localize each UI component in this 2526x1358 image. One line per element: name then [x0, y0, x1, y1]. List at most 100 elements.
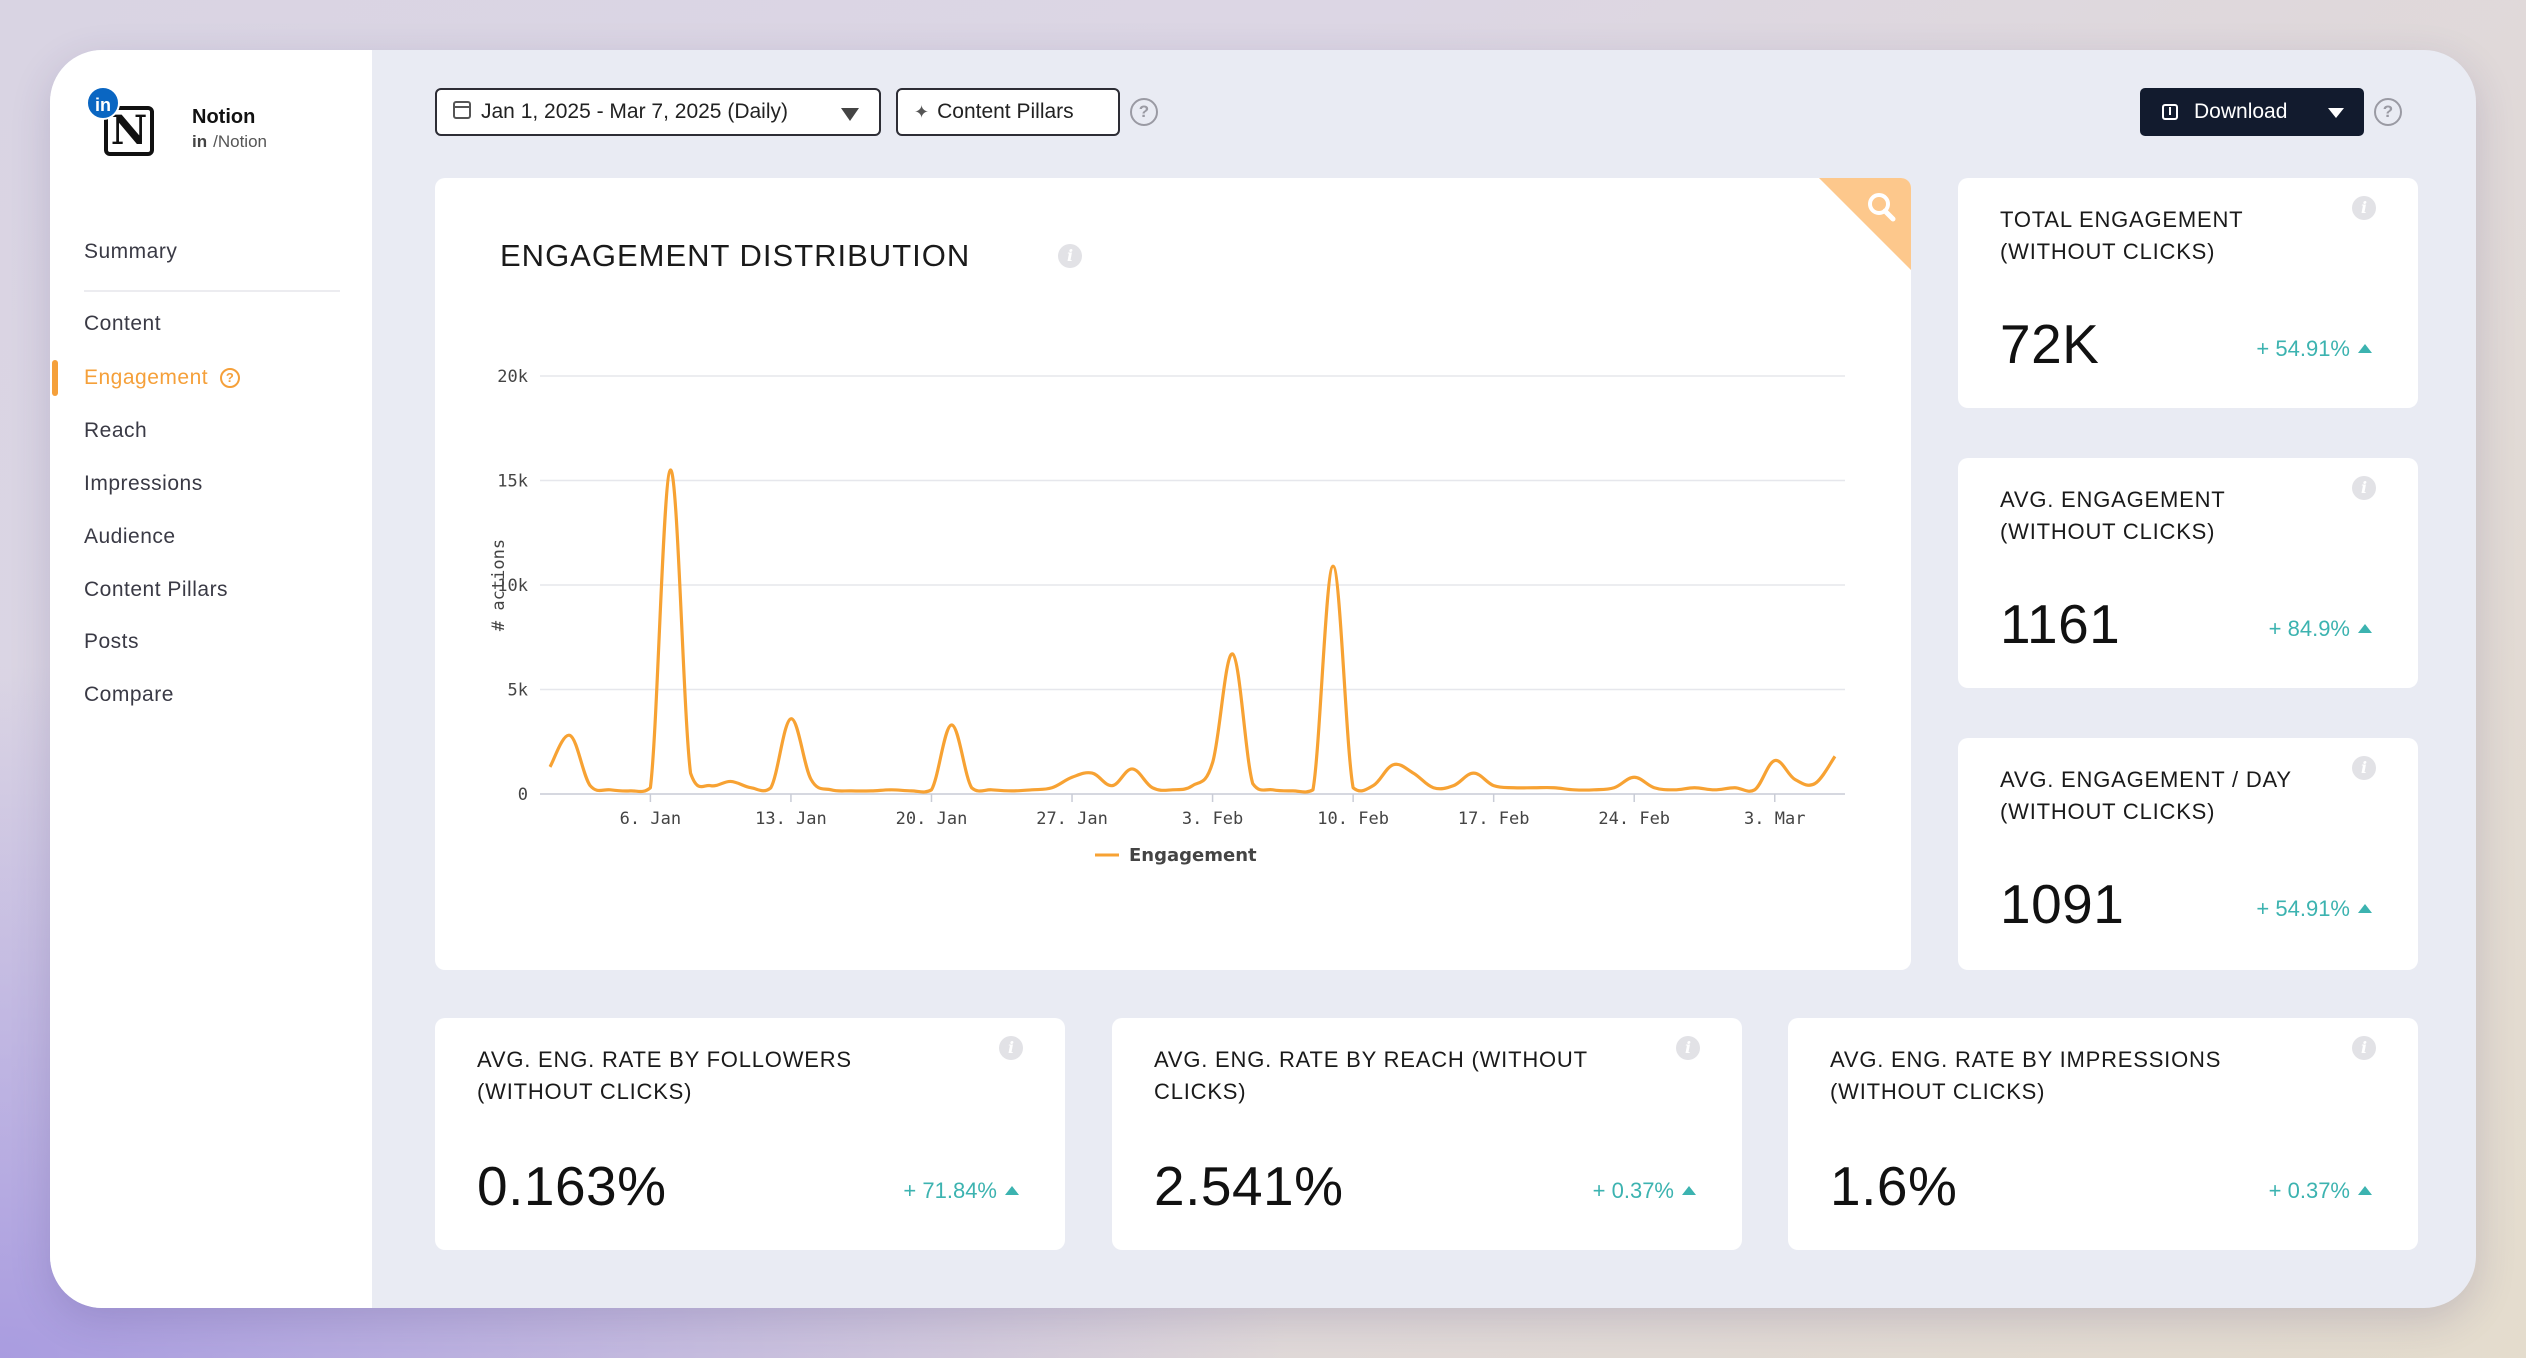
sidebar-item-summary[interactable]: Summary: [84, 232, 177, 272]
stat-change-text: + 54.91%: [2256, 896, 2350, 921]
sidebar-item-engagement[interactable]: Engagement?: [84, 358, 241, 398]
download-icon: [2162, 104, 2178, 120]
sidebar: N in Notion in/Notion Summary Content En…: [50, 50, 372, 1308]
stat-change-text: + 0.37%: [1592, 1178, 1674, 1203]
stat-value: 2.541%: [1154, 1155, 1344, 1217]
download-button[interactable]: Download: [2140, 88, 2364, 136]
y-tick-label: 15k: [497, 472, 528, 492]
stat-value: 0.163%: [477, 1155, 667, 1217]
stat-title: AVG. ENG. RATE BY IMPRESSIONS (WITHOUT C…: [1830, 1047, 2222, 1104]
sidebar-item-label: Reach: [84, 419, 148, 442]
toolbar-help-icon[interactable]: ?: [1130, 98, 1158, 126]
engagement-series-line: [548, 468, 1837, 794]
stat-value: 1091: [2000, 873, 2125, 935]
sidebar-item-label: Impressions: [84, 472, 203, 495]
content-pillars-label: Content Pillars: [937, 100, 1074, 123]
engagement-line-chart: 0 5k 10k 15k 20k # actions 6. Jan 13. Jan 20. Ja…: [489, 367, 1845, 866]
app-window: N in Notion in/Notion Summary Content En…: [50, 50, 2476, 1308]
sidebar-item-label: Audience: [84, 525, 176, 548]
sidebar-item-label: Engagement: [84, 366, 209, 389]
info-icon[interactable]: i: [1676, 1036, 1700, 1060]
x-tick-label: 10. Feb: [1317, 809, 1389, 829]
nav-divider: [84, 290, 340, 292]
active-indicator: [52, 360, 58, 396]
chart-info-icon[interactable]: i: [1058, 244, 1082, 268]
stat-change: + 54.91%: [2256, 336, 2372, 362]
corner-tag: [1819, 178, 1911, 270]
linkedin-badge-icon: in: [86, 86, 120, 120]
sidebar-item-audience[interactable]: Audience: [84, 517, 176, 557]
x-tick-label: 20. Jan: [896, 809, 968, 829]
trend-up-icon: [2358, 903, 2372, 913]
chevron-down-icon: [841, 108, 859, 121]
stat-title: TOTAL ENGAGEMENT (WITHOUT CLICKS): [2000, 207, 2244, 264]
engagement-distribution-card: ENGAGEMENT DISTRIBUTION i 0 5k 10k 15k 20k # …: [435, 178, 1911, 970]
download-label: Download: [2194, 100, 2288, 123]
trend-up-icon: [1682, 1185, 1696, 1195]
stat-value: 1.6%: [1830, 1155, 1958, 1217]
x-tick-label: 3. Mar: [1744, 809, 1805, 829]
stat-change: + 84.9%: [2269, 616, 2372, 642]
stat-title: AVG. ENGAGEMENT / DAY (WITHOUT CLICKS): [2000, 767, 2292, 824]
legend-label-engagement: Engagement: [1129, 845, 1257, 866]
sidebar-item-content[interactable]: Content: [84, 304, 161, 344]
help-icon[interactable]: ?: [220, 368, 241, 389]
sparkle-icon: ✦: [914, 102, 930, 122]
x-tick-label: 24. Feb: [1598, 809, 1670, 829]
sidebar-item-compare[interactable]: Compare: [84, 675, 174, 715]
trend-up-icon: [2358, 343, 2372, 353]
stat-title: AVG. ENG. RATE BY FOLLOWERS (WITHOUT CLI…: [477, 1047, 852, 1104]
brand-block[interactable]: N in Notion in/Notion: [86, 86, 346, 156]
content-pillars-button[interactable]: ✦ Content Pillars: [896, 88, 1120, 136]
y-tick-label: 5k: [508, 681, 528, 701]
stat-card-avg-engagement-per-day: AVG. ENGAGEMENT / DAY (WITHOUT CLICKS) i…: [1958, 738, 2418, 970]
stat-change: + 54.91%: [2256, 896, 2372, 922]
x-tick-label: 13. Jan: [755, 809, 827, 829]
info-icon[interactable]: i: [2352, 1036, 2376, 1060]
stat-change-text: + 0.37%: [2268, 1178, 2350, 1203]
sidebar-item-reach[interactable]: Reach: [84, 411, 147, 451]
sidebar-item-impressions[interactable]: Impressions: [84, 464, 203, 504]
y-tick-label: 0: [518, 785, 528, 805]
download-dropdown-icon[interactable]: [2328, 108, 2344, 118]
stat-value: 1161: [2000, 593, 2121, 655]
sidebar-item-content-pillars[interactable]: Content Pillars: [84, 570, 228, 610]
stat-change: + 0.37%: [1593, 1178, 1696, 1204]
stat-change-text: + 54.91%: [2256, 336, 2350, 361]
sidebar-item-label: Posts: [84, 630, 140, 653]
calendar-icon: [453, 101, 471, 120]
stat-card-avg-engagement: AVG. ENGAGEMENT (WITHOUT CLICKS) i 1161 …: [1958, 458, 2418, 688]
trend-up-icon: [2358, 1185, 2372, 1195]
y-tick-label: 20k: [497, 367, 528, 387]
sidebar-item-label: Content Pillars: [84, 578, 229, 601]
stat-card-eng-rate-reach: AVG. ENG. RATE BY REACH (WITHOUT CLICKS)…: [1112, 1018, 1742, 1250]
download-help-icon[interactable]: ?: [2374, 98, 2402, 126]
trend-up-icon: [2358, 623, 2372, 633]
zoom-search-icon[interactable]: [1861, 188, 1901, 228]
stat-card-eng-rate-followers: AVG. ENG. RATE BY FOLLOWERS (WITHOUT CLI…: [435, 1018, 1065, 1250]
stat-card-total-engagement: TOTAL ENGAGEMENT (WITHOUT CLICKS) i 72K …: [1958, 178, 2418, 408]
info-icon[interactable]: i: [2352, 476, 2376, 500]
x-tick-label: 3. Feb: [1182, 809, 1243, 829]
chart-title: ENGAGEMENT DISTRIBUTION: [500, 238, 971, 273]
stat-change-text: + 71.84%: [903, 1178, 997, 1203]
x-tick-label: 17. Feb: [1458, 809, 1530, 829]
brand-handle-text: /Notion: [213, 132, 267, 151]
linkedin-prefix: in: [192, 132, 208, 151]
sidebar-item-posts[interactable]: Posts: [84, 622, 139, 662]
sidebar-item-label: Content: [84, 312, 162, 335]
stat-change: + 71.84%: [903, 1178, 1019, 1204]
info-icon[interactable]: i: [2352, 756, 2376, 780]
y-tick-label: 10k: [497, 576, 528, 596]
stat-title: AVG. ENGAGEMENT (WITHOUT CLICKS): [2000, 487, 2226, 544]
info-icon[interactable]: i: [999, 1036, 1023, 1060]
stat-title: AVG. ENG. RATE BY REACH (WITHOUT CLICKS): [1154, 1047, 1588, 1104]
brand-handle: in/Notion: [192, 132, 267, 152]
stat-change: + 0.37%: [2269, 1178, 2372, 1204]
date-range-picker[interactable]: Jan 1, 2025 - Mar 7, 2025 (Daily): [435, 88, 881, 136]
info-icon[interactable]: i: [2352, 196, 2376, 220]
brand-name: Notion: [192, 106, 256, 128]
y-axis-label: # actions: [489, 539, 509, 631]
trend-up-icon: [1005, 1185, 1019, 1195]
sidebar-item-label: Summary: [84, 240, 178, 263]
